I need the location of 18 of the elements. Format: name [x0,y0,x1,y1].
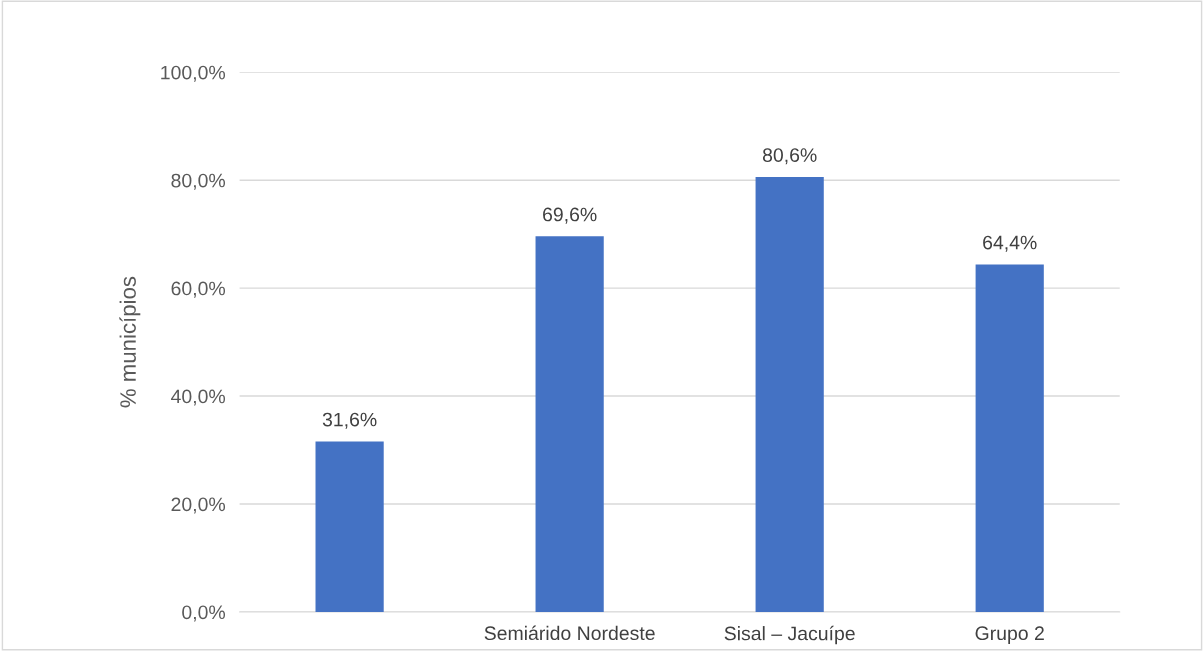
x-tick-label: Sisal – Jacuípe [724,625,855,645]
y-tick-label: 100,0% [161,65,226,82]
bar [315,441,384,612]
y-axis-title: % municípios [119,276,141,408]
bar [755,176,824,612]
y-tick-label: 60,0% [171,281,226,298]
x-tick-label: Semiárido Nordeste [484,625,655,641]
y-tick-label: 0,0% [182,605,226,622]
data-label: 31,6% [322,412,377,429]
y-tick-label: 80,0% [171,173,226,190]
bar [535,236,604,612]
data-label: 69,6% [543,207,597,224]
bar [975,264,1044,612]
y-tick-label: 20,0% [171,497,226,514]
y-tick-label: 40,0% [171,389,226,406]
data-label: 64,4% [983,235,1037,252]
data-label: 80,6% [762,148,817,165]
x-tick-label: Grupo 2 [975,626,1044,644]
